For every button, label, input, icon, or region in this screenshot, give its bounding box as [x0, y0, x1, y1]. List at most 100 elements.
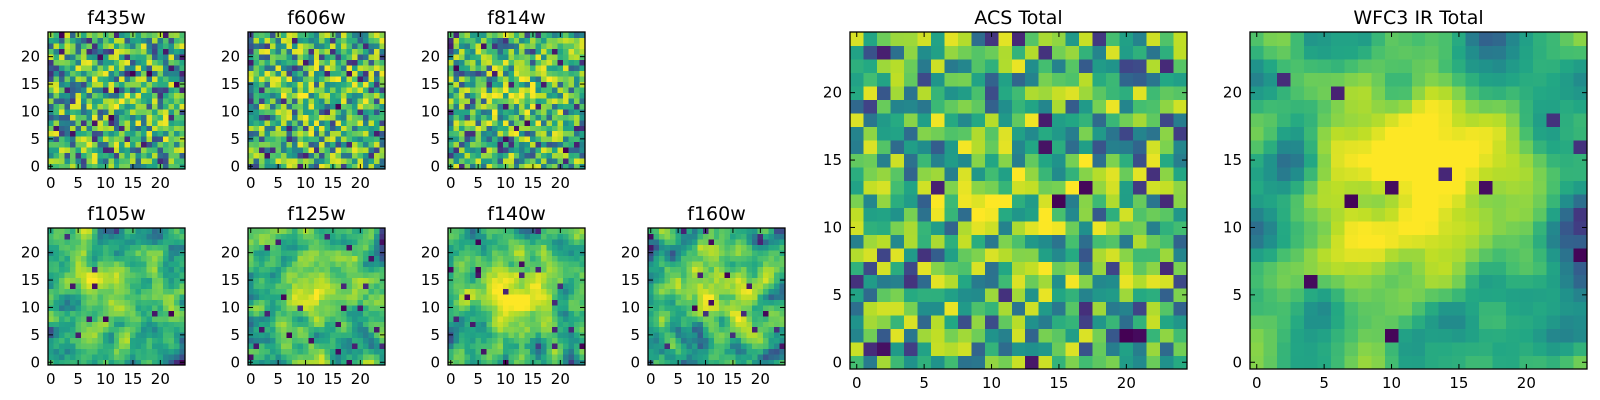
heatmap-cell: [746, 315, 753, 322]
y-tick-label: 20: [21, 244, 40, 262]
y-tick-label: 20: [421, 48, 440, 66]
heatmap-cell: [557, 92, 564, 99]
heatmap-cell: [363, 354, 370, 361]
heatmap-cell: [130, 103, 137, 110]
heatmap-cell: [658, 255, 666, 262]
heatmap-cell: [719, 332, 726, 339]
heatmap-cell: [1173, 315, 1188, 330]
heatmap-cell: [1160, 355, 1175, 370]
heatmap-cell: [324, 304, 331, 311]
heatmap-cell: [302, 64, 309, 71]
heatmap-cell: [269, 288, 276, 295]
heatmap-cell: [113, 354, 120, 361]
heatmap-cell: [280, 255, 287, 262]
heatmap-cell: [579, 238, 586, 246]
heatmap-cell: [319, 48, 326, 55]
heatmap-cell: [546, 249, 553, 256]
heatmap-cell: [535, 288, 542, 295]
heatmap-cell: [280, 293, 287, 300]
heatmap-cell: [248, 130, 255, 137]
heatmap-cell: [113, 75, 120, 82]
heatmap-cell: [448, 158, 455, 165]
heatmap-cell: [464, 75, 471, 82]
heatmap-cell: [102, 233, 109, 240]
heatmap-cell: [374, 125, 381, 132]
heatmap-cell: [168, 92, 175, 99]
heatmap-cell: [130, 266, 137, 273]
heatmap-cell: [130, 238, 137, 246]
heatmap-cell: [113, 233, 120, 240]
heatmap-cell: [475, 37, 482, 44]
heatmap-cell: [291, 310, 298, 317]
heatmap-cell: [335, 108, 342, 115]
heatmap-cell: [69, 147, 76, 154]
heatmap-cell: [319, 53, 326, 60]
heatmap-cell: [146, 266, 153, 273]
heatmap-cell: [448, 114, 455, 121]
heatmap-cell: [313, 59, 320, 66]
heatmap-cell: [324, 163, 331, 170]
heatmap-cell: [119, 244, 126, 251]
heatmap-cell: [497, 147, 504, 154]
heatmap-cell: [379, 315, 386, 322]
heatmap-cell: [863, 301, 878, 316]
heatmap-cell: [702, 244, 709, 251]
heatmap-cell: [1025, 328, 1040, 343]
heatmap-cell: [308, 359, 315, 366]
heatmap-cell: [168, 354, 175, 361]
heatmap-cell: [280, 141, 287, 148]
heatmap-cell: [541, 158, 548, 165]
heatmap-cell: [917, 274, 932, 289]
heatmap-cell: [113, 299, 120, 306]
heatmap-cell: [779, 260, 786, 267]
heatmap-cell: [280, 158, 287, 165]
heatmap-cell: [1160, 301, 1175, 316]
heatmap-cell: [130, 337, 137, 344]
heatmap-cell: [324, 293, 331, 300]
heatmap-cell: [146, 304, 153, 311]
x-tick-label: 15: [723, 370, 742, 388]
heatmap-cell: [179, 299, 186, 306]
heatmap-cell: [458, 332, 466, 339]
heatmap-cell: [574, 75, 581, 82]
heatmap-cell: [876, 193, 892, 208]
heatmap-cell: [86, 53, 93, 60]
heatmap-cell: [124, 288, 131, 295]
heatmap-cell: [746, 343, 753, 350]
heatmap-cell: [546, 64, 553, 71]
heatmap-cell: [680, 332, 687, 339]
heatmap-cell: [453, 304, 460, 311]
heatmap-cell: [341, 315, 348, 322]
heatmap-cell: [174, 321, 181, 328]
heatmap-cell: [75, 326, 82, 333]
heatmap-cell: [480, 32, 487, 39]
heatmap-cell: [91, 271, 98, 278]
heatmap-cell: [75, 244, 82, 251]
heatmap-cell: [497, 37, 504, 44]
heatmap-cell: [491, 158, 498, 165]
heatmap-cell: [486, 42, 493, 50]
heatmap-cell: [653, 255, 660, 262]
heatmap-cell: [264, 53, 271, 60]
heatmap-cell: [719, 337, 726, 344]
heatmap-cell: [568, 130, 575, 137]
heatmap-cell: [374, 70, 381, 77]
heatmap-cell: [297, 233, 304, 240]
heatmap-cell: [552, 103, 559, 110]
heatmap-cell: [530, 315, 537, 322]
heatmap-cell: [313, 158, 320, 165]
heatmap-cell: [269, 310, 276, 317]
heatmap-cell: [508, 260, 515, 267]
heatmap-cell: [453, 293, 460, 300]
heatmap-cell: [69, 59, 76, 66]
heatmap-cell: [258, 53, 266, 60]
heatmap-cell: [519, 125, 526, 132]
heatmap-cell: [97, 271, 104, 278]
heatmap-cell: [108, 271, 115, 278]
heatmap-cell: [58, 354, 66, 361]
heatmap-cell: [458, 348, 466, 355]
heatmap-cell: [253, 103, 260, 110]
heatmap-cell: [297, 343, 304, 350]
heatmap-cell: [152, 299, 159, 306]
heatmap-cell: [574, 163, 581, 170]
